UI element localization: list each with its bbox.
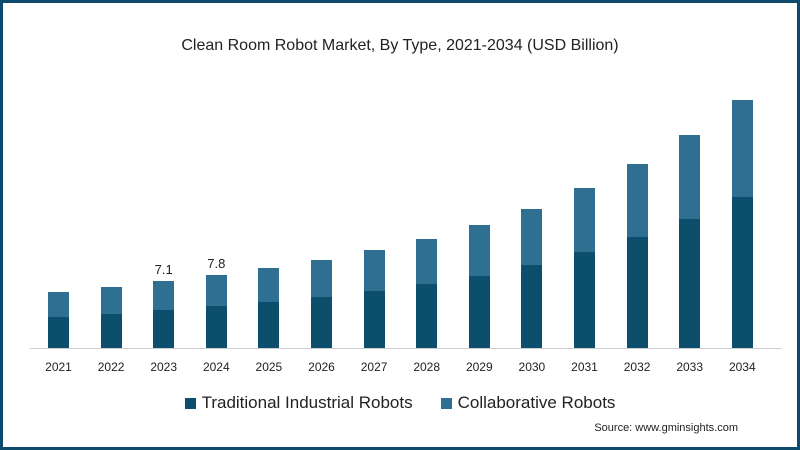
bar-segment-traditional: [679, 218, 701, 348]
x-axis-line: [30, 348, 782, 349]
bar-2025: [258, 267, 280, 348]
value-label: 7.1: [154, 262, 173, 278]
bar-segment-traditional: [731, 197, 753, 348]
x-tick-label: 2030: [518, 360, 546, 374]
x-tick-label: 2031: [571, 360, 598, 374]
bar-segment-traditional: [100, 314, 122, 348]
bar-segment-traditional: [574, 251, 595, 348]
x-tick-label: 2033: [676, 360, 704, 374]
bar-segment-collaborative: [258, 267, 280, 302]
x-tick-label: 2034: [728, 360, 756, 374]
x-tick-label: 2032: [623, 360, 651, 374]
legend-swatch-traditional: [184, 397, 196, 409]
chart-title: Clean Room Robot Market, By Type, 2021-2…: [181, 37, 619, 54]
bar-segment-traditional: [363, 291, 385, 348]
chart-frame: [3, 3, 797, 447]
bar-2022: [100, 286, 122, 348]
legend-item-traditional: Traditional Industrial Robots: [184, 393, 413, 413]
bar-segment-collaborative: [626, 164, 648, 237]
legend-swatch-collaborative: [440, 397, 452, 409]
x-tick-label: 2024: [202, 360, 230, 374]
bar-2023: [153, 281, 175, 348]
bar-segment-collaborative: [468, 224, 490, 277]
bar-2032: [626, 164, 648, 348]
legend-item-collaborative: Collaborative Robots: [440, 393, 616, 413]
bar-segment-traditional: [626, 236, 648, 348]
bar-segment-collaborative: [100, 286, 122, 315]
source-note: Source: www.gminsights.com: [594, 422, 738, 434]
bar-segment-collaborative: [521, 208, 543, 266]
bar-segment-collaborative: [731, 100, 753, 198]
bar-segment-collaborative: [311, 260, 332, 298]
bar-segment-traditional: [521, 265, 543, 348]
value-label: 7.8: [207, 255, 226, 271]
bar-2031: [574, 187, 595, 348]
bar-2033: [679, 135, 701, 348]
bar-2027: [363, 250, 385, 348]
bar-segment-collaborative: [679, 135, 701, 219]
bar-segment-collaborative: [416, 238, 438, 284]
x-tick-label: 2022: [97, 360, 125, 374]
x-tick-label: 2023: [150, 360, 178, 374]
bar-2021: [48, 292, 69, 348]
bar-segment-traditional: [153, 310, 175, 348]
bar-2030: [521, 208, 543, 348]
bar-segment-collaborative: [48, 292, 69, 317]
legend-label-collaborative: Collaborative Robots: [457, 393, 616, 412]
bar-2024: [205, 274, 227, 348]
bar-segment-traditional: [468, 276, 490, 348]
bar-segment-traditional: [416, 283, 438, 348]
bar-segment-collaborative: [153, 281, 175, 311]
bar-segment-collaborative: [205, 274, 227, 306]
x-tick-label: 2027: [360, 360, 388, 374]
bar-2028: [416, 238, 438, 348]
legend-label-traditional: Traditional Industrial Robots: [201, 393, 413, 412]
legend: Traditional Industrial Robots Collaborat…: [0, 393, 800, 413]
bar-2029: [468, 224, 490, 348]
x-tick-label: 2028: [413, 360, 441, 374]
x-tick-label: 2026: [308, 360, 335, 374]
x-tick-label: 2029: [465, 360, 493, 374]
bar-segment-collaborative: [574, 187, 595, 252]
bar-segment-traditional: [48, 316, 69, 348]
bar-segment-collaborative: [363, 250, 385, 292]
bar-2034: [731, 100, 753, 348]
bar-segment-traditional: [258, 301, 280, 348]
bar-2026: [311, 260, 332, 348]
bar-segment-traditional: [205, 305, 227, 348]
x-tick-label: 2021: [45, 360, 72, 374]
x-tick-label: 2025: [255, 360, 283, 374]
bar-segment-traditional: [311, 297, 332, 348]
